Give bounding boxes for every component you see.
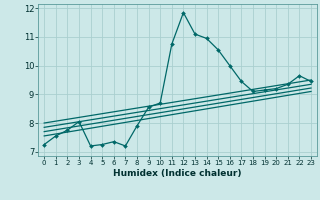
X-axis label: Humidex (Indice chaleur): Humidex (Indice chaleur) xyxy=(113,169,242,178)
